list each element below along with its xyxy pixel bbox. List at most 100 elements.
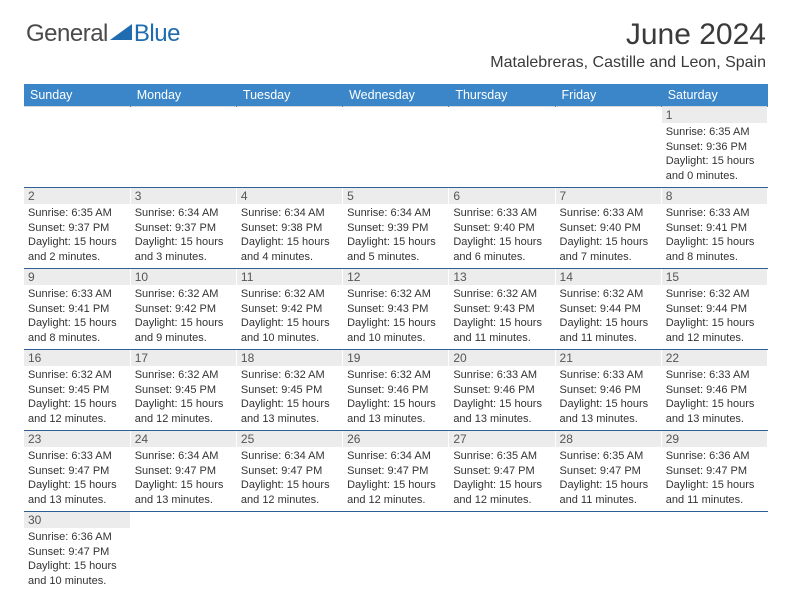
day-cell: Sunrise: 6:35 AMSunset: 9:47 PMDaylight:… — [555, 447, 661, 512]
day-header-row: SundayMondayTuesdayWednesdayThursdayFrid… — [24, 84, 768, 107]
daynum-cell: 15 — [661, 269, 767, 286]
daynum-cell: 30 — [24, 512, 130, 529]
day-number: 5 — [343, 188, 448, 204]
daylight-text: Daylight: 15 hours and 10 minutes. — [241, 316, 338, 345]
daynum-cell: 19 — [343, 350, 449, 367]
daynum-cell — [555, 107, 661, 124]
sunrise-text: Sunrise: 6:32 AM — [135, 287, 232, 302]
daynum-cell: 16 — [24, 350, 130, 367]
daylight-text: Daylight: 15 hours and 13 minutes. — [241, 397, 338, 426]
daynum-cell: 2 — [24, 188, 130, 205]
daylight-text: Daylight: 15 hours and 12 minutes. — [28, 397, 126, 426]
sunset-text: Sunset: 9:47 PM — [28, 464, 126, 479]
day-details: Sunrise: 6:34 AMSunset: 9:47 PMDaylight:… — [135, 447, 232, 507]
day-cell: Sunrise: 6:35 AMSunset: 9:47 PMDaylight:… — [449, 447, 555, 512]
daylight-text: Daylight: 15 hours and 2 minutes. — [28, 235, 126, 264]
daynum-cell: 7 — [555, 188, 661, 205]
sunset-text: Sunset: 9:47 PM — [453, 464, 550, 479]
sunset-text: Sunset: 9:47 PM — [560, 464, 657, 479]
sunrise-text: Sunrise: 6:35 AM — [666, 125, 763, 140]
sunrise-text: Sunrise: 6:34 AM — [347, 206, 444, 221]
day-details: Sunrise: 6:35 AMSunset: 9:47 PMDaylight:… — [560, 447, 657, 507]
sunset-text: Sunset: 9:41 PM — [666, 221, 763, 236]
day-number: 11 — [237, 269, 342, 285]
sunrise-text: Sunrise: 6:35 AM — [453, 449, 550, 464]
sunset-text: Sunset: 9:43 PM — [453, 302, 550, 317]
sunset-text: Sunset: 9:39 PM — [347, 221, 444, 236]
day-details: Sunrise: 6:36 AMSunset: 9:47 PMDaylight:… — [28, 528, 126, 588]
day-cell — [130, 528, 236, 592]
daynum-cell — [661, 512, 767, 529]
day-cell: Sunrise: 6:34 AMSunset: 9:47 PMDaylight:… — [130, 447, 236, 512]
day-details: Sunrise: 6:35 AMSunset: 9:36 PMDaylight:… — [666, 123, 763, 183]
day-details: Sunrise: 6:33 AMSunset: 9:46 PMDaylight:… — [666, 366, 763, 426]
day-details: Sunrise: 6:32 AMSunset: 9:45 PMDaylight:… — [241, 366, 338, 426]
sunrise-text: Sunrise: 6:33 AM — [453, 206, 550, 221]
day-cell: Sunrise: 6:32 AMSunset: 9:44 PMDaylight:… — [661, 285, 767, 350]
day-cell: Sunrise: 6:32 AMSunset: 9:44 PMDaylight:… — [555, 285, 661, 350]
day-header: Tuesday — [236, 84, 342, 107]
sunrise-text: Sunrise: 6:34 AM — [241, 449, 338, 464]
daylight-text: Daylight: 15 hours and 9 minutes. — [135, 316, 232, 345]
sail-icon — [110, 24, 134, 40]
title-block: June 2024 Matalebreras, Castille and Leo… — [490, 18, 766, 72]
daynum-cell: 14 — [555, 269, 661, 286]
day-number: 23 — [24, 431, 130, 447]
sunrise-text: Sunrise: 6:34 AM — [241, 206, 338, 221]
daynum-cell: 29 — [661, 431, 767, 448]
day-details: Sunrise: 6:34 AMSunset: 9:47 PMDaylight:… — [241, 447, 338, 507]
day-details: Sunrise: 6:33 AMSunset: 9:46 PMDaylight:… — [560, 366, 657, 426]
sunrise-text: Sunrise: 6:32 AM — [453, 287, 550, 302]
day-number: 28 — [556, 431, 661, 447]
daylight-text: Daylight: 15 hours and 13 minutes. — [347, 397, 444, 426]
day-cell — [661, 528, 767, 592]
daylight-text: Daylight: 15 hours and 13 minutes. — [560, 397, 657, 426]
day-number: 30 — [24, 512, 130, 528]
day-cell: Sunrise: 6:35 AMSunset: 9:37 PMDaylight:… — [24, 204, 130, 269]
day-header: Monday — [130, 84, 236, 107]
daynum-row: 9101112131415 — [24, 269, 768, 286]
sunrise-text: Sunrise: 6:32 AM — [666, 287, 763, 302]
day-number: 25 — [237, 431, 342, 447]
daynum-row: 16171819202122 — [24, 350, 768, 367]
sunrise-text: Sunrise: 6:34 AM — [347, 449, 444, 464]
brand-part1: General — [26, 20, 108, 48]
day-number: 16 — [24, 350, 130, 366]
day-number: 24 — [131, 431, 236, 447]
daynum-row: 2345678 — [24, 188, 768, 205]
sunrise-text: Sunrise: 6:32 AM — [347, 287, 444, 302]
daynum-row: 1 — [24, 107, 768, 124]
sunrise-text: Sunrise: 6:34 AM — [135, 206, 232, 221]
daylight-text: Daylight: 15 hours and 7 minutes. — [560, 235, 657, 264]
daynum-cell: 11 — [236, 269, 342, 286]
week-row: Sunrise: 6:32 AMSunset: 9:45 PMDaylight:… — [24, 366, 768, 431]
daylight-text: Daylight: 15 hours and 12 minutes. — [666, 316, 763, 345]
day-number: 6 — [449, 188, 554, 204]
sunrise-text: Sunrise: 6:33 AM — [666, 206, 763, 221]
sunset-text: Sunset: 9:36 PM — [666, 140, 763, 155]
daylight-text: Daylight: 15 hours and 12 minutes. — [135, 397, 232, 426]
day-number: 18 — [237, 350, 342, 366]
daylight-text: Daylight: 15 hours and 10 minutes. — [28, 559, 126, 588]
brand-part2: Blue — [134, 20, 180, 48]
daynum-cell: 9 — [24, 269, 130, 286]
sunset-text: Sunset: 9:37 PM — [135, 221, 232, 236]
day-cell — [130, 123, 236, 188]
sunset-text: Sunset: 9:40 PM — [453, 221, 550, 236]
day-cell: Sunrise: 6:33 AMSunset: 9:46 PMDaylight:… — [449, 366, 555, 431]
day-cell: Sunrise: 6:32 AMSunset: 9:42 PMDaylight:… — [236, 285, 342, 350]
sunset-text: Sunset: 9:45 PM — [28, 383, 126, 398]
day-cell: Sunrise: 6:35 AMSunset: 9:36 PMDaylight:… — [661, 123, 767, 188]
daynum-cell: 17 — [130, 350, 236, 367]
day-cell — [236, 123, 342, 188]
daylight-text: Daylight: 15 hours and 11 minutes. — [666, 478, 763, 507]
day-cell — [236, 528, 342, 592]
daynum-cell: 27 — [449, 431, 555, 448]
sunrise-text: Sunrise: 6:33 AM — [666, 368, 763, 383]
daylight-text: Daylight: 15 hours and 12 minutes. — [347, 478, 444, 507]
day-details: Sunrise: 6:32 AMSunset: 9:42 PMDaylight:… — [135, 285, 232, 345]
sunset-text: Sunset: 9:43 PM — [347, 302, 444, 317]
daynum-cell — [236, 512, 342, 529]
week-row: Sunrise: 6:36 AMSunset: 9:47 PMDaylight:… — [24, 528, 768, 592]
day-details: Sunrise: 6:34 AMSunset: 9:39 PMDaylight:… — [347, 204, 444, 264]
